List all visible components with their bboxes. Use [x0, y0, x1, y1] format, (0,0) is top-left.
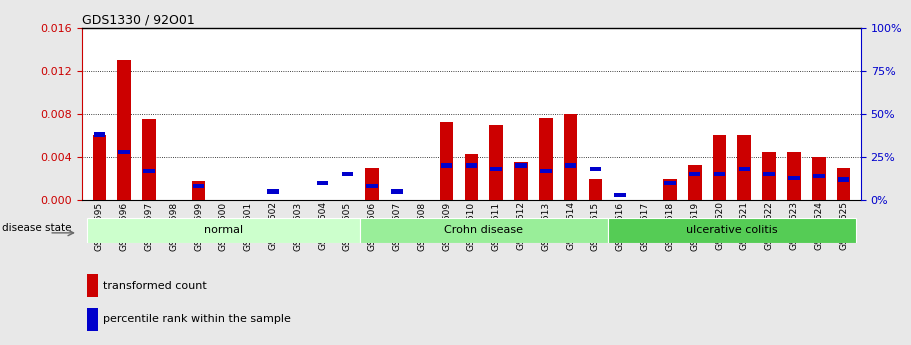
Bar — [763, 172, 775, 176]
Bar — [466, 164, 477, 168]
Bar — [689, 172, 701, 176]
Bar — [366, 184, 378, 188]
Bar — [787, 151, 801, 200]
Bar — [191, 181, 205, 200]
Text: ulcerative colitis: ulcerative colitis — [686, 225, 778, 235]
Bar — [267, 189, 279, 194]
Bar — [440, 122, 454, 200]
Bar — [391, 189, 403, 194]
Bar — [713, 172, 725, 176]
Text: percentile rank within the sample: percentile rank within the sample — [103, 314, 291, 324]
Bar — [663, 179, 677, 200]
Bar — [564, 114, 578, 200]
Bar — [118, 60, 131, 200]
Bar — [812, 157, 825, 200]
Bar — [94, 132, 105, 137]
Bar — [615, 193, 626, 197]
Bar — [688, 165, 701, 200]
Bar — [664, 181, 676, 185]
Bar — [317, 181, 328, 185]
Bar — [540, 169, 552, 173]
Bar — [763, 151, 776, 200]
Bar — [87, 274, 98, 297]
Bar — [118, 150, 130, 154]
Bar — [712, 136, 726, 200]
Bar — [365, 168, 379, 200]
Bar — [514, 162, 527, 200]
Bar — [142, 119, 156, 200]
Bar — [342, 172, 353, 176]
Bar — [813, 174, 824, 178]
Bar — [565, 164, 577, 168]
Bar — [93, 136, 107, 200]
Bar — [465, 154, 478, 200]
Bar — [738, 136, 752, 200]
FancyBboxPatch shape — [360, 218, 608, 243]
Text: Crohn disease: Crohn disease — [445, 225, 523, 235]
Bar — [589, 167, 601, 171]
Bar — [193, 184, 204, 188]
FancyBboxPatch shape — [87, 218, 360, 243]
Bar — [490, 167, 502, 171]
Bar — [589, 179, 602, 200]
Bar — [441, 164, 453, 168]
Bar — [516, 164, 527, 168]
FancyBboxPatch shape — [608, 218, 856, 243]
Bar — [788, 176, 800, 180]
Text: disease state: disease state — [2, 223, 71, 233]
Bar — [539, 118, 553, 200]
Text: transformed count: transformed count — [103, 281, 207, 291]
Bar — [87, 308, 98, 331]
Bar — [838, 177, 849, 181]
Text: GDS1330 / 92O01: GDS1330 / 92O01 — [82, 13, 195, 27]
Bar — [489, 125, 503, 200]
Text: normal: normal — [204, 225, 243, 235]
Bar — [739, 167, 750, 171]
Bar — [836, 168, 850, 200]
Bar — [143, 169, 155, 173]
